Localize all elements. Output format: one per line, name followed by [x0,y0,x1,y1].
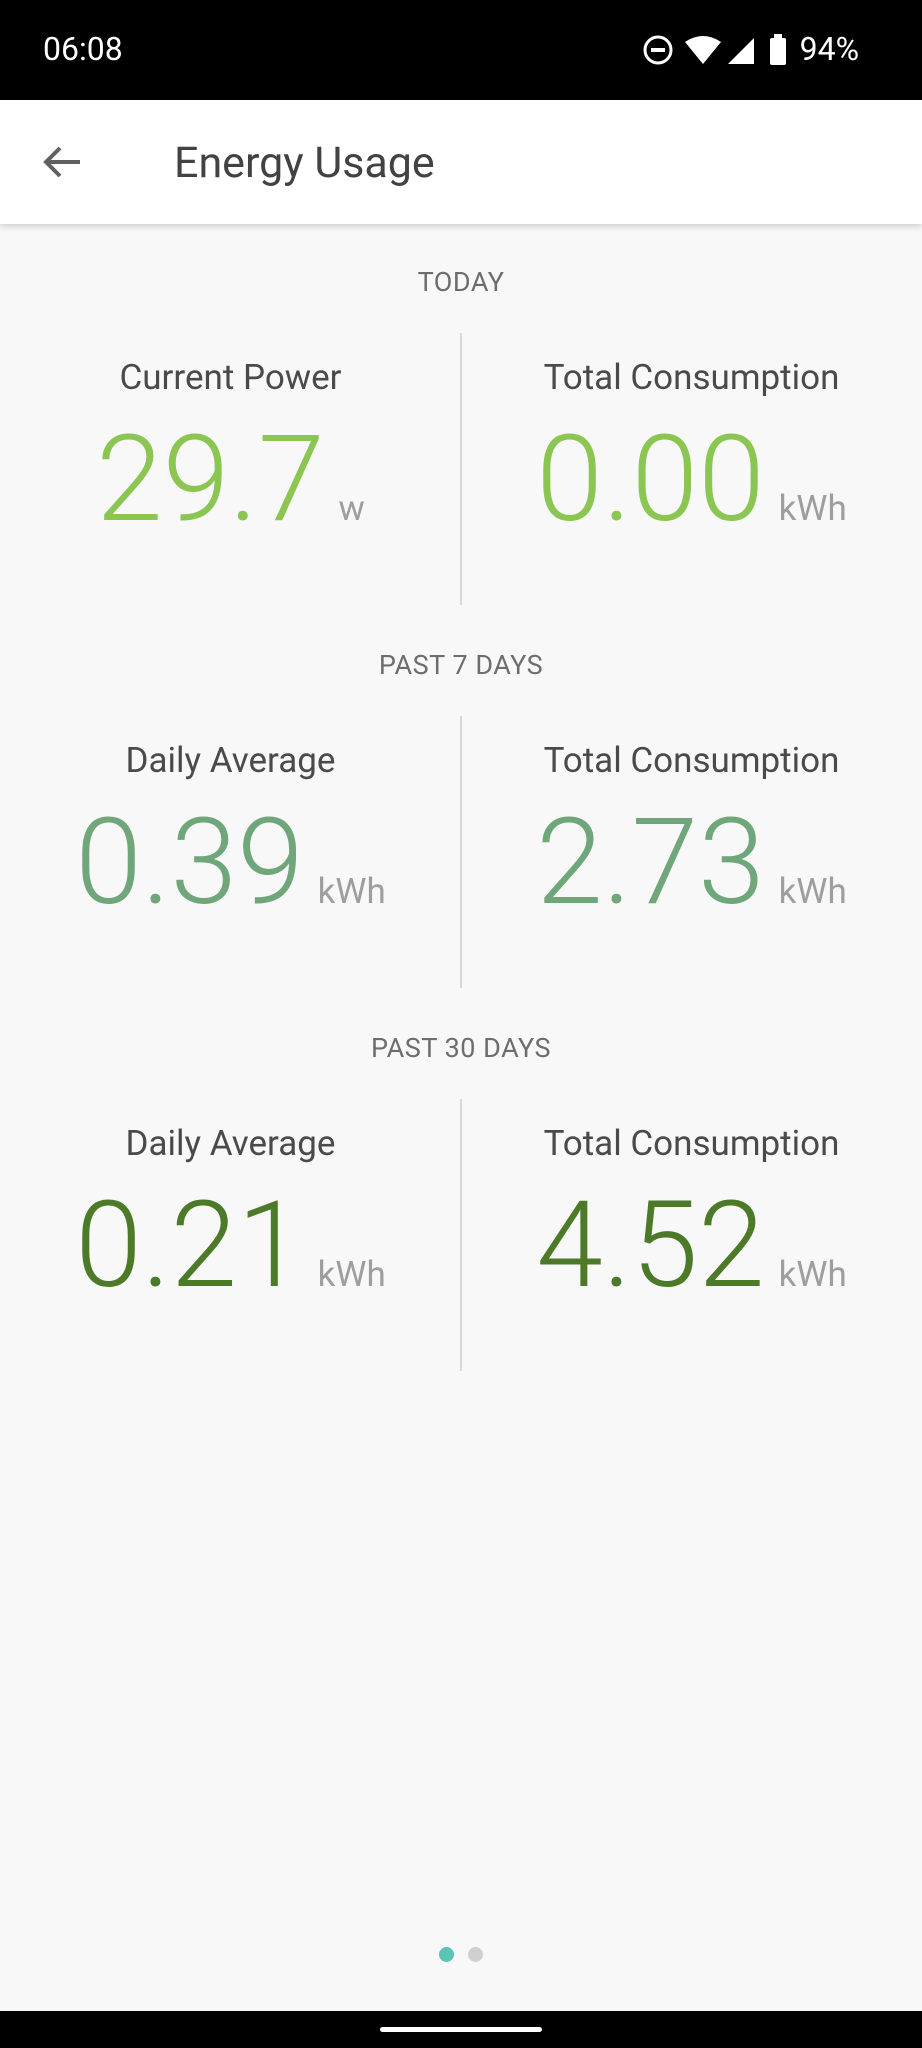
stat-unit: kWh [317,871,386,912]
stat: Daily Average 0.39 kWh [0,740,461,923]
back-button[interactable] [42,144,82,180]
stat: Total Consumption 0.00 kWh [461,357,922,540]
stat-label: Total Consumption [543,357,840,398]
stat-unit: kWh [778,871,847,912]
section-heading: PAST 7 DAYS [378,649,544,681]
stat-value: 29.7 [96,410,325,550]
stat-label: Total Consumption [543,740,840,781]
section-heading: PAST 30 DAYS [370,1032,552,1064]
stat-unit: kWh [778,488,847,529]
stat-unit: kWh [778,1254,847,1295]
screen-title: Energy Usage [174,138,435,188]
stat-value-row: 29.7 w [0,420,461,540]
stat-value: 0.00 [536,410,765,550]
clock: 06:08 [43,30,123,68]
stat-value-row: 0.39 kWh [0,803,461,923]
stat-value-row: 0.21 kWh [0,1186,461,1306]
divider [460,716,462,988]
stat: Daily Average 0.21 kWh [0,1123,461,1306]
stat-value: 0.21 [75,1176,304,1316]
nav-bar [0,2011,922,2048]
divider [460,333,462,605]
stat-unit: w [338,488,365,529]
stat-value: 2.73 [536,793,765,933]
stat: Total Consumption 4.52 kWh [461,1123,922,1306]
stat-unit: kWh [317,1254,386,1295]
stat: Current Power 29.7 w [0,357,461,540]
stat: Total Consumption 2.73 kWh [461,740,922,923]
stat-label: Current Power [119,357,342,398]
stat-label: Total Consumption [543,1123,840,1164]
stat-value-row: 0.00 kWh [461,420,922,540]
stat-value: 0.39 [75,793,304,933]
stat-value-row: 4.52 kWh [461,1186,922,1306]
battery-level: 94% [799,30,859,68]
stat-label: Daily Average [125,740,336,781]
stat-label: Daily Average [125,1123,336,1164]
stat-value: 4.52 [536,1176,765,1316]
stat-value-row: 2.73 kWh [461,803,922,923]
app-bar: Energy Usage [0,100,922,224]
status-bar: 06:08 94% [0,0,922,100]
page-dot-active[interactable] [439,1947,454,1962]
status-icons [643,34,786,65]
page-dot[interactable] [468,1947,483,1962]
section-heading: TODAY [417,266,505,298]
divider [460,1099,462,1371]
home-handle[interactable] [380,2027,542,2032]
